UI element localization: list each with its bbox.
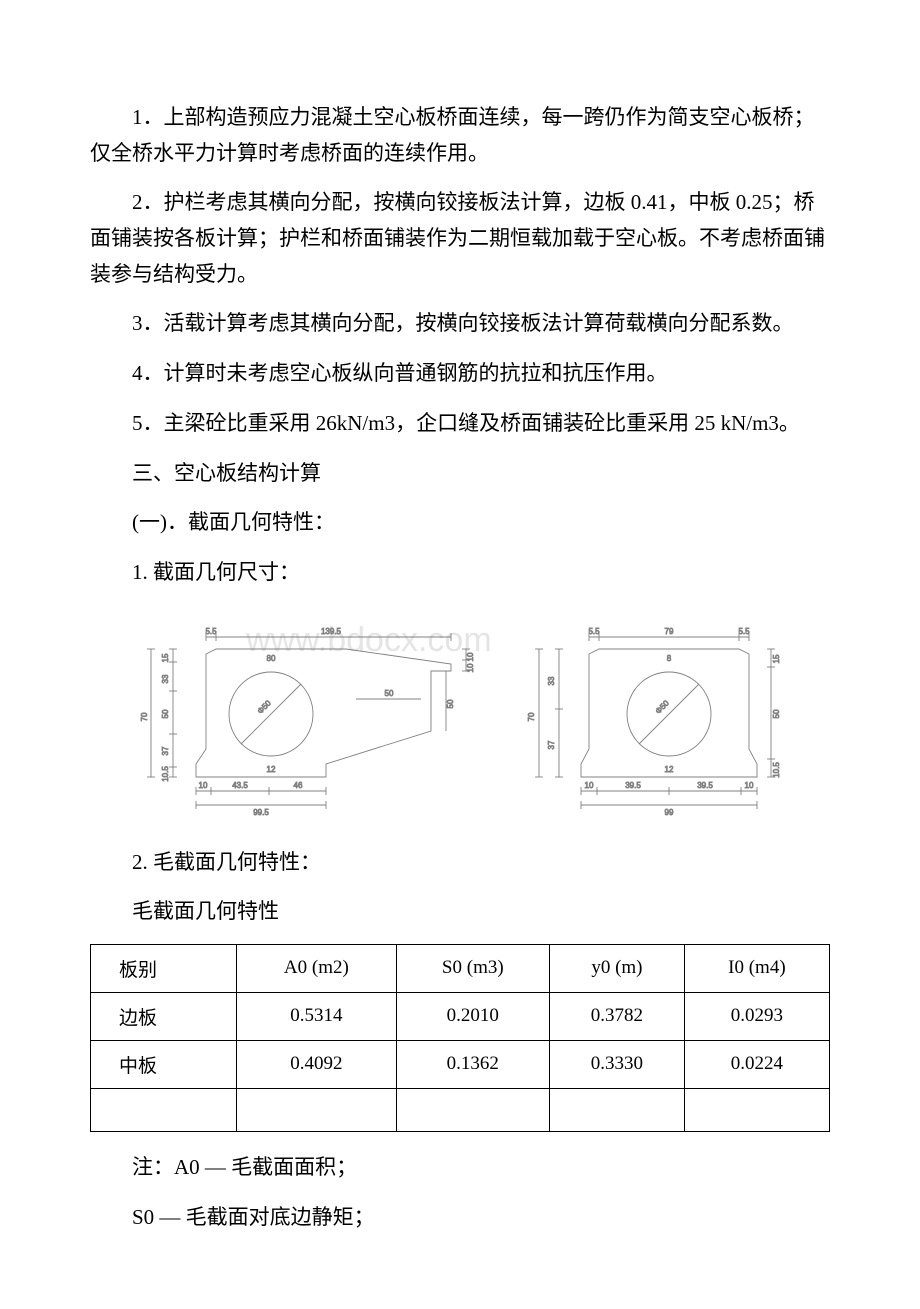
svg-text:37: 37 [161, 746, 170, 755]
paragraph-1: 1．上部构造预应力混凝土空心板桥面连续，每一跨仍作为简支空心板桥；仅全桥水平力计… [90, 100, 830, 171]
table-cell: 0.1362 [396, 1040, 549, 1088]
note-a0: 注：A0 — 毛截面面积； [90, 1150, 830, 1186]
svg-text:33: 33 [547, 676, 556, 685]
paragraph-2: 2．护栏考虑其横向分配，按横向铰接板法计算，边板 0.41，中板 0.25；桥面… [90, 185, 830, 292]
paragraph-5: 5．主梁砼比重采用 26kN/m3，企口缝及桥面铺装砼比重采用 25 kN/m3… [90, 406, 830, 442]
table-header-cell: y0 (m) [549, 944, 684, 992]
diagram-row: www.bdocx.com Φ50 70 15 33 50 37 10.5 5.… [90, 609, 830, 819]
heading-3-1-1: 1. 截面几何尺寸： [90, 555, 830, 591]
svg-text:5.5: 5.5 [588, 627, 600, 636]
heading-3-1-2: 2. 毛截面几何特性： [90, 845, 830, 881]
table-row [91, 1088, 830, 1131]
table-row: 中板 0.4092 0.1362 0.3330 0.0224 [91, 1040, 830, 1088]
table-cell: 0.2010 [396, 992, 549, 1040]
heading-3: 三、空心板结构计算 [90, 456, 830, 492]
svg-text:99: 99 [665, 808, 674, 817]
table-cell: 0.3782 [549, 992, 684, 1040]
svg-text:10.5: 10.5 [161, 765, 170, 781]
watermark-text: www.bdocx.com [245, 621, 491, 659]
table-row: 边板 0.5314 0.2010 0.3782 0.0293 [91, 992, 830, 1040]
svg-text:50: 50 [161, 709, 170, 718]
table-cell: 中板 [91, 1040, 237, 1088]
diagram-edge-slab: www.bdocx.com Φ50 70 15 33 50 37 10.5 5.… [111, 609, 491, 819]
svg-text:10: 10 [199, 781, 208, 790]
svg-text:5.5: 5.5 [738, 627, 750, 636]
svg-text:10: 10 [466, 663, 475, 672]
svg-text:80: 80 [267, 654, 276, 663]
svg-text:10: 10 [466, 652, 475, 661]
table-cell [549, 1088, 684, 1131]
table-cell: 0.5314 [237, 992, 397, 1040]
note-s0: S0 — 毛截面对底边静矩； [90, 1200, 830, 1236]
svg-text:Φ50: Φ50 [654, 698, 672, 716]
svg-text:39.5: 39.5 [625, 781, 641, 790]
gross-section-table: 板别 A0 (m2) S0 (m3) y0 (m) I0 (m4) 边板 0.5… [90, 944, 830, 1132]
svg-text:43.5: 43.5 [232, 781, 248, 790]
table-cell: 0.0224 [684, 1040, 829, 1088]
svg-text:12: 12 [267, 765, 276, 774]
table-cell [91, 1088, 237, 1131]
svg-text:15: 15 [772, 654, 781, 663]
svg-text:33: 33 [161, 674, 170, 683]
table-header-cell: I0 (m4) [684, 944, 829, 992]
paragraph-3: 3．活载计算考虑其横向分配，按横向铰接板法计算荷载横向分配系数。 [90, 306, 830, 342]
svg-text:Φ50: Φ50 [256, 698, 274, 716]
svg-text:139.5: 139.5 [321, 627, 342, 636]
svg-text:46: 46 [294, 781, 303, 790]
table-header-cell: S0 (m3) [396, 944, 549, 992]
svg-text:50: 50 [385, 689, 394, 698]
svg-text:10.5: 10.5 [772, 761, 781, 777]
paragraph-4: 4．计算时未考虑空心板纵向普通钢筋的抗拉和抗压作用。 [90, 356, 830, 392]
table-cell: 0.3330 [549, 1040, 684, 1088]
heading-3-1: (一)．截面几何特性： [90, 505, 830, 541]
svg-text:50: 50 [772, 709, 781, 718]
svg-text:70: 70 [140, 712, 149, 721]
svg-text:12: 12 [665, 765, 674, 774]
table-cell: 边板 [91, 992, 237, 1040]
svg-text:79: 79 [665, 627, 674, 636]
svg-text:10: 10 [745, 781, 754, 790]
svg-text:99.5: 99.5 [253, 808, 269, 817]
table-header-row: 板别 A0 (m2) S0 (m3) y0 (m) I0 (m4) [91, 944, 830, 992]
table-cell [396, 1088, 549, 1131]
table-cell [237, 1088, 397, 1131]
svg-text:37: 37 [547, 740, 556, 749]
svg-text:15: 15 [161, 653, 170, 662]
svg-text:70: 70 [527, 712, 536, 721]
table-header-cell: 板别 [91, 944, 237, 992]
diagram-mid-slab: Φ50 5.5 79 5.5 8 70 33 37 15 50 10.5 12 … [509, 609, 809, 819]
table-cell: 0.4092 [237, 1040, 397, 1088]
table-cell [684, 1088, 829, 1131]
svg-text:8: 8 [667, 654, 672, 663]
table-caption: 毛截面几何特性 [90, 894, 830, 930]
svg-text:10: 10 [585, 781, 594, 790]
svg-text:50: 50 [446, 699, 455, 708]
svg-text:5.5: 5.5 [205, 627, 217, 636]
table-cell: 0.0293 [684, 992, 829, 1040]
svg-text:39.5: 39.5 [697, 781, 713, 790]
table-header-cell: A0 (m2) [237, 944, 397, 992]
